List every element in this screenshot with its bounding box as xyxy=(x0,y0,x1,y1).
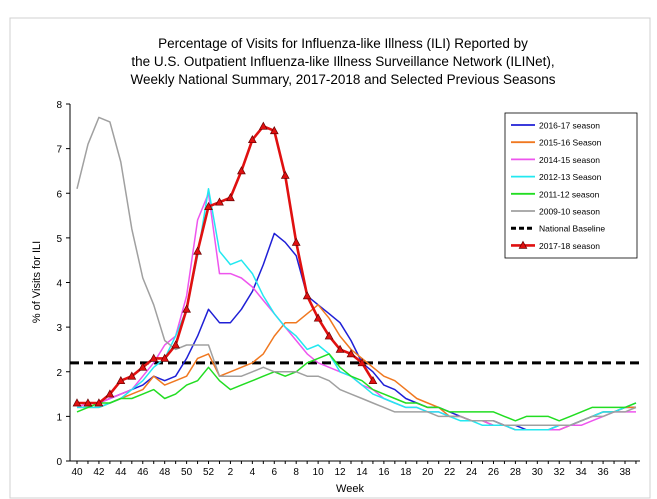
data-point xyxy=(280,170,290,179)
x-tick-label: 34 xyxy=(576,467,588,478)
data-point xyxy=(258,121,268,130)
x-tick-label: 2 xyxy=(228,467,234,478)
x-tick-label: 42 xyxy=(93,467,105,478)
data-point xyxy=(138,362,148,371)
x-tick-label: 32 xyxy=(554,467,566,478)
x-tick-label: 52 xyxy=(203,467,215,478)
legend-label: 2009-10 season xyxy=(539,207,600,217)
data-point xyxy=(313,313,323,322)
legend-label: 2015-16 Season xyxy=(539,138,602,148)
data-point xyxy=(357,358,367,367)
series-line xyxy=(76,116,637,427)
x-tick-label: 16 xyxy=(378,467,390,478)
data-point xyxy=(83,398,93,407)
chart-title: the U.S. Outpatient Influenza-like Illne… xyxy=(131,54,554,69)
x-tick-label: 18 xyxy=(400,467,412,478)
y-tick-label: 7 xyxy=(56,145,62,156)
chart-title: Weekly National Summary, 2017-2018 and S… xyxy=(131,72,556,87)
series-line xyxy=(77,125,375,405)
data-point xyxy=(346,349,356,358)
y-tick-label: 3 xyxy=(56,323,62,334)
x-axis-label: Week xyxy=(336,483,364,495)
data-point xyxy=(335,344,345,353)
x-tick-label: 20 xyxy=(422,467,434,478)
data-point xyxy=(302,291,312,300)
frame xyxy=(9,17,651,499)
x-tick-label: 12 xyxy=(334,467,346,478)
data-point xyxy=(226,192,235,202)
data-point xyxy=(94,398,104,407)
data-point xyxy=(291,237,301,246)
y-tick-label: 6 xyxy=(56,189,62,200)
data-point xyxy=(182,304,191,313)
x-tick-label: 44 xyxy=(115,467,127,478)
y-tick-label: 0 xyxy=(56,457,62,468)
series-line xyxy=(77,304,636,431)
data-point xyxy=(171,340,181,349)
x-tick-label: 24 xyxy=(466,467,478,478)
legend-label: 2016-17 season xyxy=(539,121,600,131)
legend-label: 2011-12 season xyxy=(539,189,600,199)
data-point xyxy=(116,375,126,385)
y-tick-label: 4 xyxy=(56,279,62,290)
series-line xyxy=(77,232,636,431)
data-point xyxy=(204,201,213,210)
legend-label: 2017-18 season xyxy=(539,241,600,251)
x-tick-label: 38 xyxy=(619,467,631,478)
y-axis-label: % of Visits for ILI xyxy=(31,241,43,323)
x-tick-label: 26 xyxy=(488,467,500,478)
x-tick-label: 48 xyxy=(159,467,171,478)
y-tick-label: 5 xyxy=(56,234,62,245)
legend-box xyxy=(504,112,638,259)
data-point xyxy=(149,353,159,362)
y-tick-label: 2 xyxy=(56,368,62,379)
legend-label: 2012-13 Season xyxy=(539,172,602,182)
data-point xyxy=(127,371,137,380)
chart-title: Percentage of Visits for Influenza-like … xyxy=(158,36,528,51)
x-tick-label: 8 xyxy=(293,467,299,478)
x-tick-label: 6 xyxy=(271,467,277,478)
data-point xyxy=(105,389,115,398)
data-point xyxy=(237,166,246,175)
data-point xyxy=(324,331,334,340)
x-tick-label: 28 xyxy=(510,467,522,478)
series-line xyxy=(76,353,637,422)
y-tick-label: 1 xyxy=(56,412,62,423)
data-point xyxy=(72,398,82,407)
x-tick-label: 10 xyxy=(313,467,325,478)
x-tick-label: 22 xyxy=(444,467,456,478)
data-point xyxy=(269,126,279,135)
x-tick-label: 30 xyxy=(532,467,544,478)
series-line xyxy=(77,188,637,431)
data-point xyxy=(160,353,170,362)
data-point xyxy=(215,197,224,206)
legend-label: 2014-15 season xyxy=(539,155,600,165)
data-point xyxy=(368,375,378,385)
y-tick-label: 8 xyxy=(56,100,62,111)
data-point xyxy=(193,246,202,255)
x-tick-label: 46 xyxy=(137,467,149,478)
legend-label: National Baseline xyxy=(539,224,605,234)
x-tick-label: 4 xyxy=(250,467,256,478)
x-tick-label: 50 xyxy=(181,467,193,478)
x-tick-label: 14 xyxy=(356,467,368,478)
data-point xyxy=(247,134,257,144)
legend-marker xyxy=(518,240,528,249)
x-tick-label: 36 xyxy=(598,467,610,478)
x-tick-label: 40 xyxy=(71,467,83,478)
